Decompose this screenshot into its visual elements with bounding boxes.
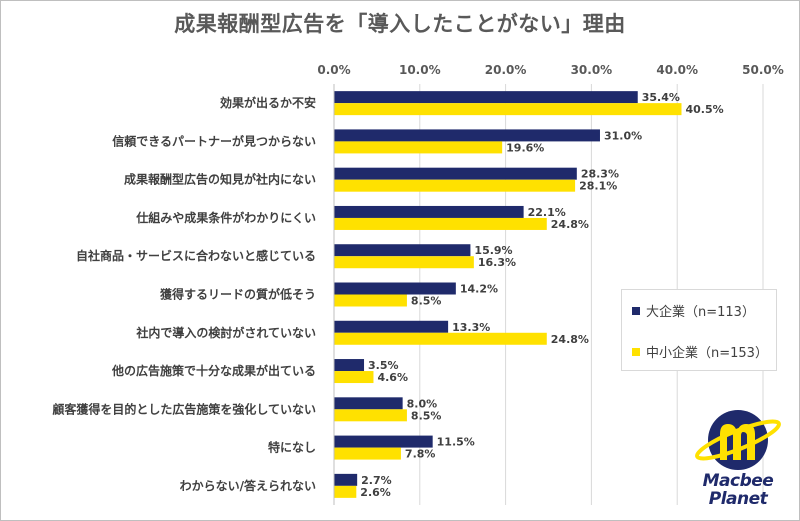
bar-large-company (334, 91, 638, 104)
data-label: 13.3% (452, 321, 490, 334)
bar-large-company (334, 282, 456, 295)
legend-swatch-navy (632, 306, 640, 315)
data-label: 31.0% (604, 129, 642, 142)
legend-item-small: 中小企業（n=153） (632, 342, 768, 361)
logo-text-planet: Planet (708, 489, 768, 509)
category-label: 社内で導入の検討がされていない (135, 325, 316, 340)
bar-small-company (334, 141, 503, 154)
bar-small-company (334, 409, 407, 422)
category-label: 仕組みや成果条件がわかりにくい (135, 210, 316, 225)
bar-large-company (334, 473, 358, 486)
bar-small-company (334, 485, 357, 498)
bar-small-company (334, 179, 576, 192)
data-label: 24.8% (551, 333, 589, 346)
chart-legend: 大企業（n=113） 中小企業（n=153） (621, 289, 777, 371)
bar-large-company (334, 397, 403, 410)
bar-small-company (334, 371, 374, 384)
bar-small-company (334, 294, 407, 307)
chart-title: 成果報酬型広告を「導入したことがない」理由 (174, 12, 626, 36)
data-label: 14.2% (460, 283, 498, 296)
bar-large-company (334, 359, 365, 372)
data-label: 40.5% (685, 103, 723, 116)
bar-large-company (334, 205, 524, 218)
data-label: 35.4% (642, 91, 680, 104)
bar-small-company (334, 103, 682, 116)
data-label: 16.3% (478, 256, 516, 269)
legend-item-large: 大企業（n=113） (632, 301, 755, 320)
x-tick-label: 40.0% (656, 63, 698, 77)
bar-small-company (334, 217, 547, 230)
category-label: わからない/答えられない (180, 478, 316, 493)
macbee-planet-logo: Macbee Planet (693, 404, 783, 514)
bar-large-company (334, 129, 600, 142)
data-label: 22.1% (528, 206, 566, 219)
data-label: 8.5% (411, 295, 442, 308)
bar-large-company (334, 244, 471, 257)
bar-small-company (334, 447, 401, 460)
category-label: 顧客獲得を目的とした広告施策を強化していない (52, 401, 316, 416)
category-label: 成果報酬型広告の知見が社内にない (124, 172, 316, 187)
data-label: 15.9% (474, 244, 512, 257)
data-label: 11.5% (437, 436, 475, 449)
data-label: 7.8% (405, 448, 436, 461)
data-label: 2.7% (361, 474, 392, 487)
x-tick-label: 10.0% (399, 63, 441, 77)
x-tick-label: 30.0% (571, 63, 613, 77)
x-tick-label: 50.0% (742, 63, 784, 77)
data-label: 3.5% (368, 359, 399, 372)
bar-small-company (334, 256, 474, 269)
category-label: 信頼できるパートナーが見つからない (112, 133, 316, 148)
data-label: 2.6% (360, 486, 391, 499)
legend-label-small: 中小企業（n=153） (646, 346, 768, 361)
data-label: 4.6% (377, 371, 408, 384)
bar-large-company (334, 167, 577, 180)
data-label: 24.8% (551, 218, 589, 231)
x-tick-label: 0.0% (317, 63, 350, 77)
category-label: 自社商品・サービスに合わないと感じている (76, 248, 316, 263)
x-tick-label: 20.0% (485, 63, 527, 77)
legend-label-large: 大企業（n=113） (646, 305, 755, 320)
category-label: 他の広告施策で十分な成果が出ている (111, 363, 316, 378)
data-label: 28.3% (581, 168, 619, 181)
data-label: 8.0% (407, 397, 438, 410)
category-label: 効果が出るか不安 (220, 95, 316, 110)
category-label: 獲得するリードの質が低そう (160, 287, 316, 302)
logo-mark-icon (695, 410, 781, 470)
bar-small-company (334, 332, 547, 345)
data-label: 28.1% (579, 180, 617, 193)
category-label: 特になし (268, 440, 316, 455)
logo-text-macbee: Macbee (702, 471, 774, 491)
data-label: 19.6% (506, 141, 544, 154)
legend-swatch-yellow (632, 347, 640, 356)
bar-large-company (334, 435, 433, 448)
data-label: 8.5% (411, 409, 442, 422)
bar-large-company (334, 320, 449, 333)
